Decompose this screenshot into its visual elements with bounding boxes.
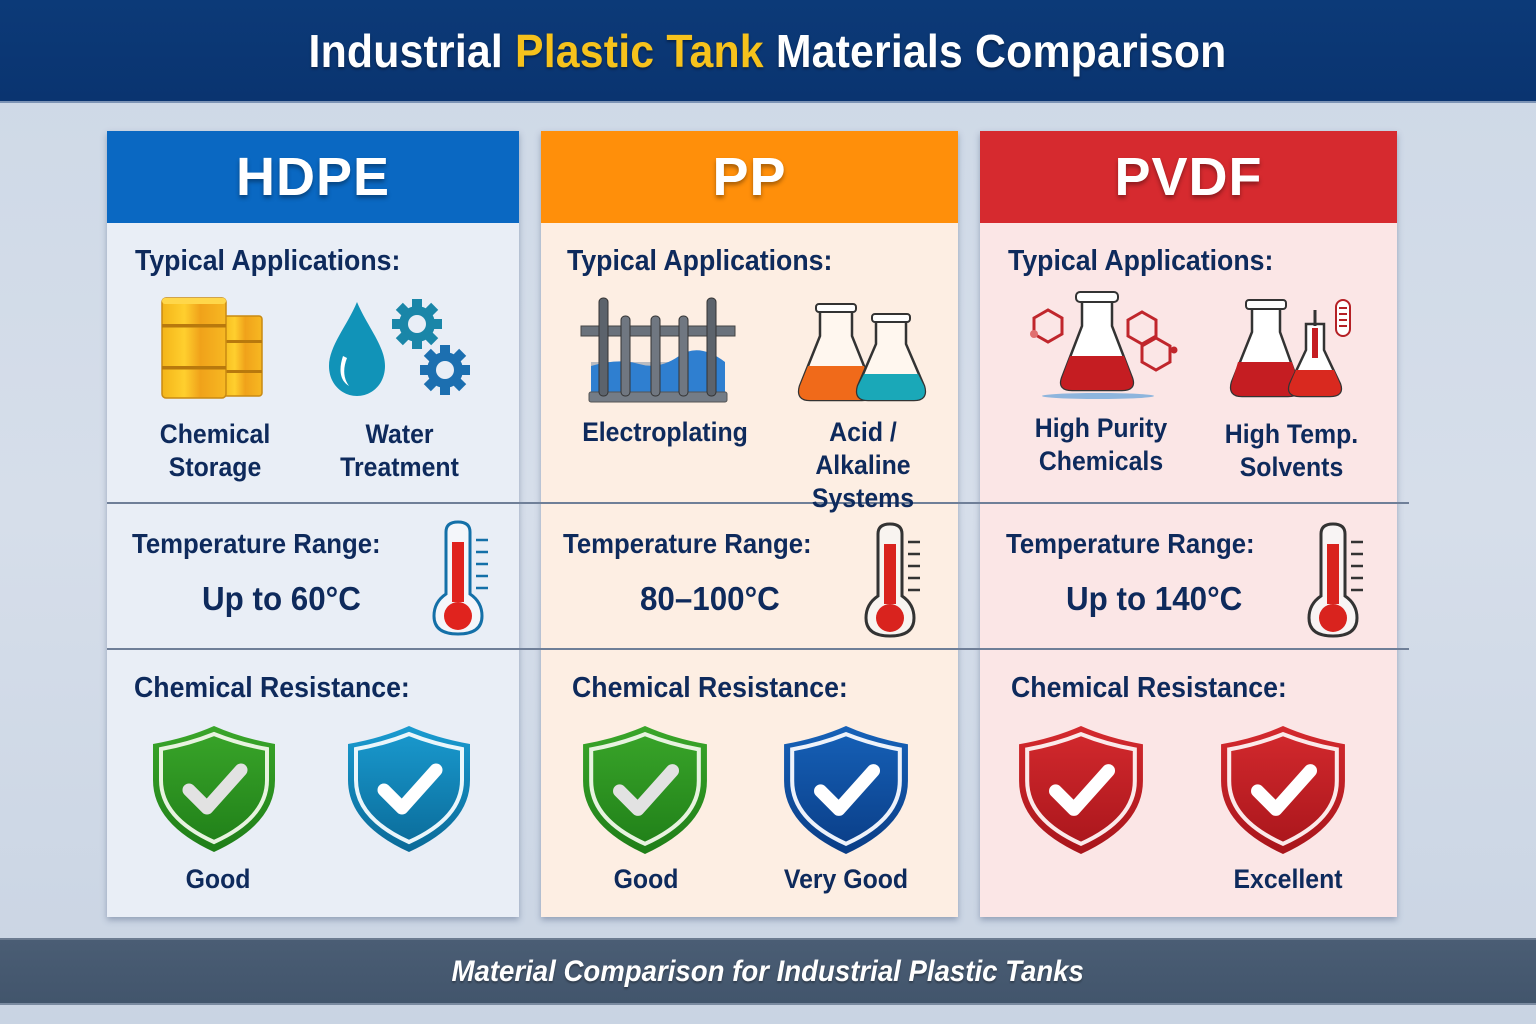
application-electroplating: Electroplating — [575, 296, 748, 449]
application-high-temp-solvents: High Temp. Solvents — [1210, 296, 1372, 484]
application-water-treatment: Water Treatment — [320, 296, 480, 484]
shield-check-icon-green — [583, 726, 707, 854]
chemical-resistance-label: Chemical Resistance: — [572, 672, 848, 704]
temperature-value: 80–100°C — [640, 580, 780, 617]
resistance-rating: Very Good — [783, 864, 909, 894]
resistance-rating: Good — [613, 864, 679, 894]
footer-caption: Material Comparison for Industrial Plast… — [451, 954, 1085, 988]
footer-bar: Material Comparison for Industrial Plast… — [0, 938, 1536, 1005]
title-highlight: Plastic Tank — [515, 24, 765, 77]
applications-label: Typical Applications: — [135, 245, 401, 277]
water-drop-gears-icon — [329, 299, 470, 396]
chemical-resistance-label: Chemical Resistance: — [1011, 672, 1287, 704]
flasks-icon — [797, 303, 927, 402]
application-high-purity-chemicals: High Purity Chemicals — [1015, 290, 1187, 478]
applications-label: Typical Applications: — [1008, 245, 1274, 277]
card-header-pvdf: PVDF — [980, 131, 1397, 223]
shield-check-icon-navy — [784, 726, 908, 854]
resistance-rating: Excellent — [1233, 864, 1343, 894]
applications-label: Typical Applications: — [567, 245, 833, 277]
temperature-value: Up to 140°C — [1066, 580, 1243, 617]
application-label: Water Treatment — [340, 419, 460, 482]
flasks-thermometer-icon — [1229, 299, 1351, 398]
thermometer-icon — [432, 520, 488, 636]
card-header-pp: PP — [541, 131, 958, 223]
material-name: PP — [712, 147, 787, 207]
thermometer-icon — [1307, 522, 1363, 638]
application-label: Electroplating — [582, 417, 748, 447]
thermometer-icon — [864, 522, 920, 638]
temperature-label: Temperature Range: — [1006, 528, 1255, 559]
electroplating-tank-icon — [580, 297, 735, 403]
temperature-value: Up to 60°C — [202, 580, 361, 617]
row-divider — [107, 648, 1409, 650]
temperature-label: Temperature Range: — [563, 528, 812, 559]
resistance-rating: Good — [185, 864, 251, 894]
card-header-hdpe: HDPE — [107, 131, 519, 223]
chemical-resistance-label: Chemical Resistance: — [134, 672, 410, 704]
shield-check-icon-green — [153, 726, 275, 852]
row-divider — [107, 502, 1409, 504]
application-chemical-storage: Chemical Storage — [140, 296, 290, 484]
shield-check-icon-red — [1221, 726, 1345, 854]
material-name: PVDF — [1114, 147, 1263, 207]
temperature-label: Temperature Range: — [132, 528, 381, 559]
application-label: High Purity Chemicals — [1034, 413, 1168, 476]
chemical-barrels-icon — [161, 297, 263, 399]
application-label: Acid / Alkaline Systems — [811, 417, 915, 513]
application-acid-alkaline: Acid / Alkaline Systems — [772, 300, 954, 515]
shield-check-icon-red — [1019, 726, 1143, 854]
page-title: Industrial Plastic Tank Materials Compar… — [309, 24, 1227, 77]
material-name: HDPE — [235, 147, 391, 207]
flask-molecules-icon — [1030, 291, 1178, 399]
application-label: High Temp. Solvents — [1224, 419, 1358, 482]
title-bar: Industrial Plastic Tank Materials Compar… — [0, 0, 1536, 103]
application-label: Chemical Storage — [159, 419, 271, 482]
shield-check-icon-teal — [348, 726, 470, 852]
